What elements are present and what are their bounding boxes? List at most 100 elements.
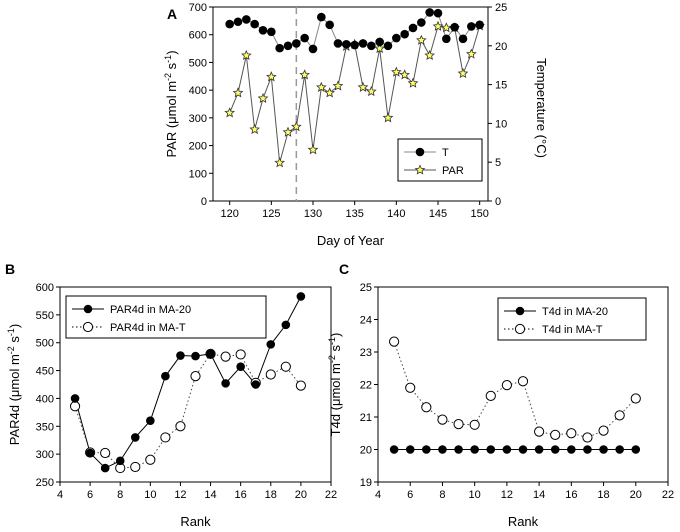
panel-a-t-point: [242, 15, 251, 24]
panel-a-legend: [397, 138, 483, 182]
panel-a-par-point: [282, 126, 294, 137]
panel-a-par-point: [324, 87, 335, 98]
panel-a-ytick-right-label: 0: [495, 196, 501, 208]
panel-a-ytick-left-label: 500: [189, 57, 207, 69]
panel-c-ylabel: T4d (μmol m-2 s-1): [327, 333, 343, 437]
panel-c-series-1-point: [518, 445, 528, 454]
panel-c-series-2-point: [630, 393, 641, 404]
panel-a-t-point: [383, 41, 393, 51]
panel-c-ytick-label: 23: [360, 347, 372, 359]
panel-b-series-1-point: [85, 448, 95, 458]
panel-b-series-1-point: [281, 320, 291, 330]
panel-a-t-point: [458, 34, 468, 44]
panel-c-series-1-point: [454, 445, 463, 454]
panel-a-t-point: [300, 33, 309, 43]
panel-b-series-2-point: [160, 432, 171, 443]
panel-c-xtick-label: 20: [630, 489, 642, 501]
panel-c-xtick-label: 10: [469, 489, 481, 501]
panel-a-ytick-right-label: 15: [495, 80, 507, 92]
panel-b-xtick-label: 10: [144, 489, 156, 501]
panel-b-series-1-point: [296, 292, 306, 301]
panel-b-series-1-point: [100, 463, 110, 473]
panel-a-xtick-label: 135: [345, 208, 363, 220]
panel-c-series-1-point: [583, 445, 592, 454]
panel-a-ytick-left-label: 600: [189, 30, 207, 42]
panel-c-legend-label-1: T4d in MA-20: [542, 306, 608, 318]
panel-b-xlabel: Rank: [180, 514, 211, 529]
panel-a-ytick-right-label: 25: [495, 2, 507, 14]
panel-c-ytick-label: 24: [360, 315, 372, 327]
panel-c-xlabel: Rank: [508, 514, 539, 529]
panel-a-t-point: [375, 37, 384, 47]
panel-b-series-2-point: [190, 371, 201, 382]
panel-a-par-point: [266, 71, 277, 82]
panel-a-xtick-label: 120: [220, 208, 238, 220]
panel-c-series-1-point: [567, 445, 576, 454]
panel-b-series-1-point: [206, 349, 215, 359]
panel-b-series-1-point: [161, 371, 170, 381]
panel-a-t-point: [275, 43, 284, 53]
panel-c-xtick-label: 6: [407, 489, 413, 501]
panel-b-legend-label-2: PAR4d in MA-T: [110, 322, 186, 334]
panel-c-xtick-label: 16: [565, 489, 577, 501]
panel-b-xtick-label: 22: [325, 489, 337, 501]
panel-a-par-point: [224, 107, 235, 118]
panel-c-series-1-point: [389, 445, 399, 454]
panel-a-t-point: [308, 44, 318, 54]
panel-b-series-1-point: [266, 340, 276, 349]
panel-a-ytick-left-label: 700: [189, 2, 207, 14]
panel-a-ytick-left-label: 200: [189, 141, 207, 153]
panel-a-t-point: [400, 29, 409, 39]
panel-c-series-2-point: [534, 426, 545, 437]
panel-a-ytick-right-label: 10: [495, 118, 507, 130]
panel-a-par-point: [424, 49, 435, 61]
panel-b-xtick-label: 8: [117, 489, 123, 501]
panel-c-series-1-point: [438, 445, 447, 454]
panel-a-xtick-label: 130: [304, 208, 322, 220]
panel-b-series-2-point: [145, 454, 156, 465]
panel-c-series-1-point: [422, 445, 431, 454]
panel-a-t-point: [283, 41, 293, 51]
panel-c-series-1-point: [502, 445, 512, 454]
panel-c-series-2-point: [405, 382, 416, 393]
panel-a-t-point: [317, 12, 326, 22]
panel-b-series-2-point: [175, 421, 186, 432]
panel-b-ytick-label: 400: [36, 393, 54, 405]
panel-a-ytick-left-label: 0: [201, 196, 207, 208]
panel-a-t-point: [342, 39, 351, 49]
panel-c-series-1-point: [599, 445, 608, 454]
panel-a-t-point: [392, 33, 401, 43]
panel-a-par-point: [299, 69, 310, 80]
panel-b-xtick-label: 18: [265, 489, 277, 501]
panel-a-par-point: [232, 87, 244, 98]
panel-a-t-point: [233, 17, 243, 27]
panel-a-par-point: [307, 144, 319, 155]
panel-c-series-2-point: [485, 390, 496, 401]
panel-c-ytick-label: 20: [360, 445, 372, 457]
panel-c-series-1-point: [631, 445, 641, 454]
panel-b-xtick-label: 4: [57, 489, 63, 501]
panel-b-series-1-point: [221, 379, 230, 388]
panel-a-ytick-right-label: 20: [495, 41, 507, 53]
panel-b-ytick-label: 250: [36, 477, 54, 489]
panel-b-legend-marker-2: [82, 321, 94, 333]
panel-c-xtick-label: 14: [533, 489, 545, 501]
panel-a-ytick-left-label: 300: [189, 113, 207, 125]
panel-b-xtick-label: 6: [87, 489, 93, 501]
panel-a-par-point: [407, 77, 419, 88]
panel-a-ytick-left-label: 400: [189, 85, 207, 97]
panel-b-series-1-line: [74, 296, 302, 469]
panel-a-ylabel-left: PAR (μmol m-2 s-1): [163, 50, 179, 157]
panel-c-xtick-label: 4: [375, 489, 381, 501]
panel-c-series-2-point: [389, 336, 400, 347]
panel-b-ytick-label: 300: [36, 449, 54, 461]
panel-a-par-point: [457, 67, 469, 79]
panel-b-series-1-point: [115, 456, 125, 466]
panel-a-par-point: [316, 81, 327, 92]
panel-c-series-2-point: [469, 419, 480, 430]
panel-a-ylabel-right: Temperature (°C): [534, 58, 549, 158]
panel-b-xtick-label: 20: [295, 489, 307, 501]
panel-b-ylabel: PAR4d (μmol m-2 s-1): [6, 324, 22, 446]
panel-a-par-point: [432, 20, 444, 31]
panel-c-ytick-label: 25: [360, 282, 372, 294]
